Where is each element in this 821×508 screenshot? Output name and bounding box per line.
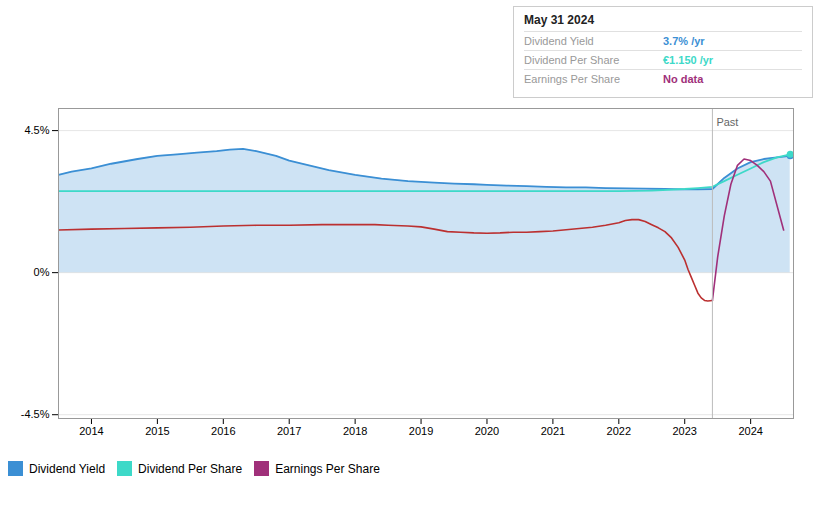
- svg-text:2018: 2018: [343, 425, 367, 437]
- html-text:May 31 2024: May 31 2024: [524, 13, 595, 27]
- html-text:€1.150 /yr: €1.150 /yr: [663, 54, 714, 66]
- svg-text:-4.5%: -4.5%: [21, 408, 50, 420]
- svg-text:2020: 2020: [475, 425, 499, 437]
- svg-text:2022: 2022: [607, 425, 631, 437]
- svg-text:4.5%: 4.5%: [24, 124, 49, 136]
- html-text:No data: No data: [663, 73, 704, 85]
- svg-text:2021: 2021: [541, 425, 565, 437]
- html-text:Earnings Per Share: Earnings Per Share: [275, 461, 380, 476]
- svg-text:2014: 2014: [79, 425, 103, 437]
- html-text:3.7% /yr: 3.7% /yr: [663, 35, 705, 47]
- svg-text:Past: Past: [716, 116, 738, 128]
- svg-text:2019: 2019: [409, 425, 433, 437]
- html-text:Earnings Per Share: Earnings Per Share: [524, 73, 620, 85]
- svg-text:0%: 0%: [34, 266, 50, 278]
- svg-text:2016: 2016: [211, 425, 235, 437]
- html-text:Dividend Yield: Dividend Yield: [524, 35, 594, 47]
- svg-text:2024: 2024: [738, 425, 762, 437]
- html-text:Dividend Per Share: Dividend Per Share: [138, 461, 243, 476]
- svg-text:2023: 2023: [672, 425, 696, 437]
- svg-text:2017: 2017: [277, 425, 301, 437]
- html-text:Dividend Per Share: Dividend Per Share: [524, 54, 620, 66]
- html-text:Dividend Yield: Dividend Yield: [29, 461, 106, 476]
- svg-text:2015: 2015: [145, 425, 169, 437]
